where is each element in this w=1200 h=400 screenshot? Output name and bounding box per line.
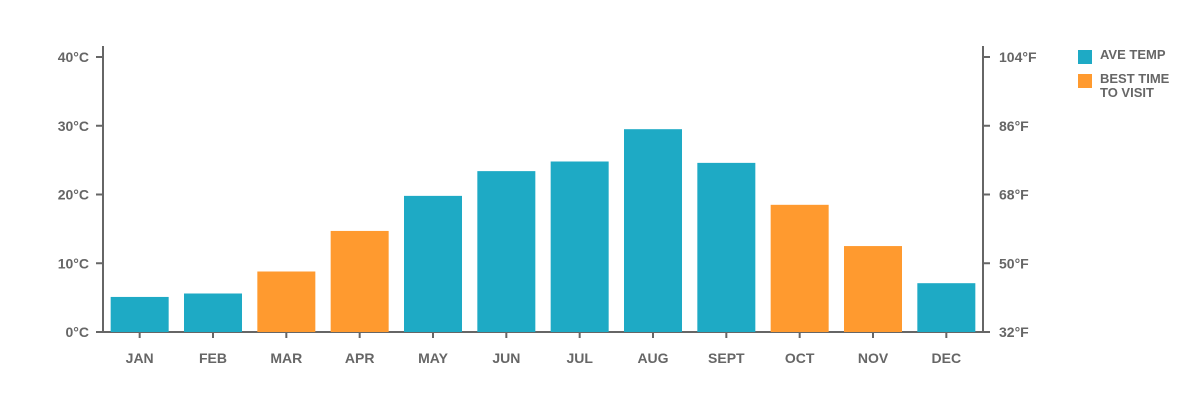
legend-label-best-time: BEST TIME TO VISIT: [1100, 71, 1170, 100]
legend-item-best-time: BEST TIME TO VISIT: [1078, 72, 1198, 100]
x-axis-label-sept: SEPT: [708, 350, 745, 366]
x-axis-label-apr: APR: [345, 350, 375, 366]
bar-jan: [110, 296, 169, 332]
bar-nov: [844, 246, 902, 332]
x-axis-label-jan: JAN: [126, 350, 154, 366]
legend-swatch-ave-temp: [1078, 50, 1092, 64]
bar-may: [404, 195, 462, 332]
right-axis-tick-label: 86°F: [999, 118, 1029, 134]
left-axis-tick-label: 30°C: [58, 118, 89, 134]
x-axis-label-jul: JUL: [566, 350, 593, 366]
right-axis-tick-label: 104°F: [999, 49, 1037, 65]
bar-mar: [257, 271, 316, 332]
legend-item-ave-temp: AVE TEMP: [1078, 48, 1198, 64]
x-axis-label-aug: AUG: [637, 350, 668, 366]
x-axis-label-may: MAY: [418, 350, 448, 366]
bar-apr: [330, 230, 389, 332]
legend-label-ave-temp: AVE TEMP: [1100, 47, 1166, 62]
x-axis-label-feb: FEB: [199, 350, 227, 366]
x-axis-label-oct: OCT: [785, 350, 815, 366]
left-axis-tick-label: 20°C: [58, 187, 89, 203]
x-axis-label-dec: DEC: [932, 350, 962, 366]
bar-oct: [770, 204, 829, 332]
bar-jul: [550, 161, 609, 332]
bar-feb: [184, 293, 242, 332]
right-axis-tick-label: 50°F: [999, 255, 1029, 271]
left-axis-tick-label: 0°C: [66, 324, 90, 340]
x-axis-label-mar: MAR: [270, 350, 302, 366]
bar-dec: [917, 283, 976, 332]
left-axis-tick-label: 40°C: [58, 49, 89, 65]
bar-jun: [477, 171, 536, 332]
x-axis-label-nov: NOV: [858, 350, 889, 366]
bar-sept: [697, 162, 756, 332]
bar-aug: [624, 129, 682, 332]
right-axis-tick-label: 32°F: [999, 324, 1029, 340]
legend-swatch-best-time: [1078, 74, 1092, 88]
legend: AVE TEMP BEST TIME TO VISIT: [1078, 48, 1198, 108]
left-axis-tick-label: 10°C: [58, 255, 89, 271]
x-axis-label-jun: JUN: [492, 350, 520, 366]
right-axis-tick-label: 68°F: [999, 187, 1029, 203]
